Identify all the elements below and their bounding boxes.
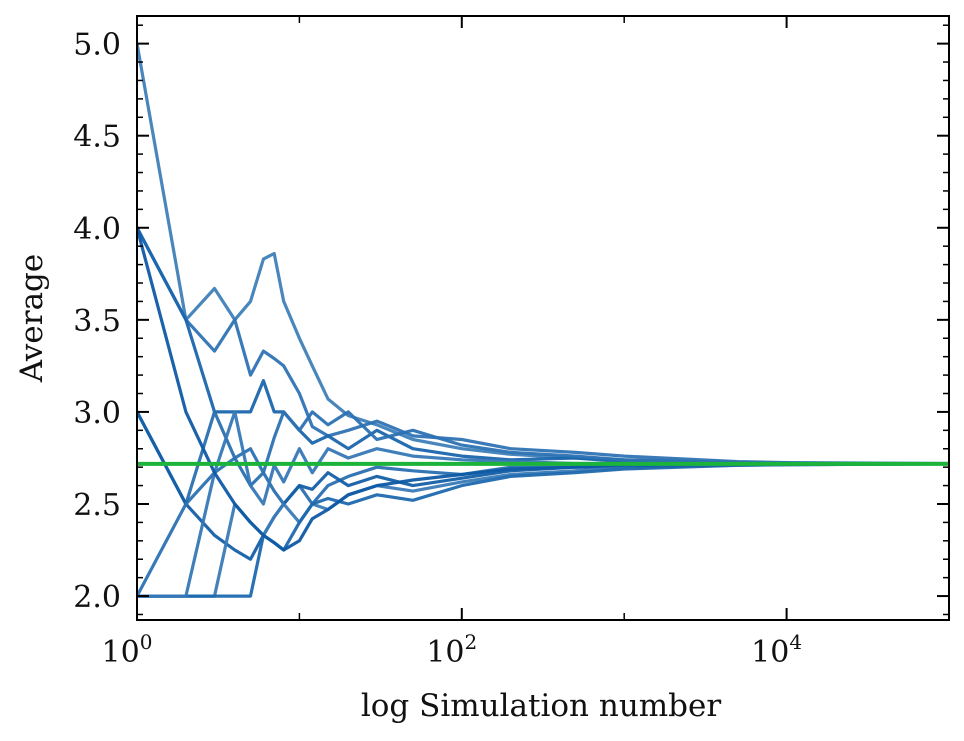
series-line-1 [137,41,949,466]
y-tick-label: 3.0 [73,396,121,431]
y-tick-label: 3.5 [73,304,121,339]
tick-layer [136,16,949,620]
x-tick-label: 104 [751,630,802,670]
series-line-2 [137,226,949,466]
x-tick-label: 102 [426,630,477,670]
y-axis-title: Average [14,254,50,383]
series-line-10 [137,226,949,552]
y-tick-label: 2.0 [73,580,121,615]
series-line-3 [137,226,949,466]
series-line-7 [137,462,949,598]
plot-frame [136,15,950,621]
series-layer [137,41,949,598]
series-line-5 [137,410,949,561]
y-tick-label: 2.5 [73,488,121,523]
tick-label-layer: 2.0 2.5 3.0 3.5 4.0 4.5 5.0 100 102 104 [73,28,802,670]
y-tick-label: 4.0 [73,212,121,247]
x-tick-label: 100 [102,630,153,670]
y-tick-label: 5.0 [73,28,121,63]
x-axis-title: log Simulation number [361,688,722,724]
y-tick-label: 4.5 [73,120,121,155]
series-line-8 [137,410,949,598]
series-line-9 [137,410,949,598]
